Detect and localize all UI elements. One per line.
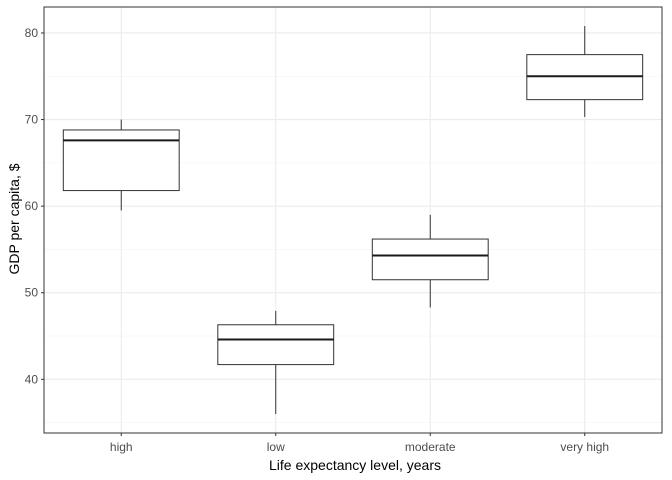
y-tick-label: 50: [25, 286, 39, 300]
y-tick-label: 80: [25, 26, 39, 40]
box-high: [62, 119, 180, 211]
panel-border: [43, 6, 663, 434]
x-axis-title: Life expectancy level, years: [269, 457, 441, 473]
box-layer: [62, 26, 644, 414]
x-tick-label: very high: [560, 440, 609, 454]
y-axis-title: GDP per capita, $: [6, 163, 22, 274]
box-very-high: [526, 26, 644, 117]
x-tick-label: moderate: [405, 440, 456, 454]
box-moderate: [371, 214, 489, 308]
y-tick-label: 60: [25, 199, 39, 213]
x-tick-label: high: [110, 440, 133, 454]
y-tick-label: 70: [25, 113, 39, 127]
y-tick-label: 40: [25, 372, 39, 386]
box-body: [217, 324, 335, 366]
axis-layer: 40 50 60 70 80 high low moderate very high: [25, 6, 663, 454]
box-body: [62, 129, 180, 192]
box-low: [217, 310, 335, 414]
x-tick-label: low: [267, 440, 285, 454]
box-body: [371, 238, 489, 281]
